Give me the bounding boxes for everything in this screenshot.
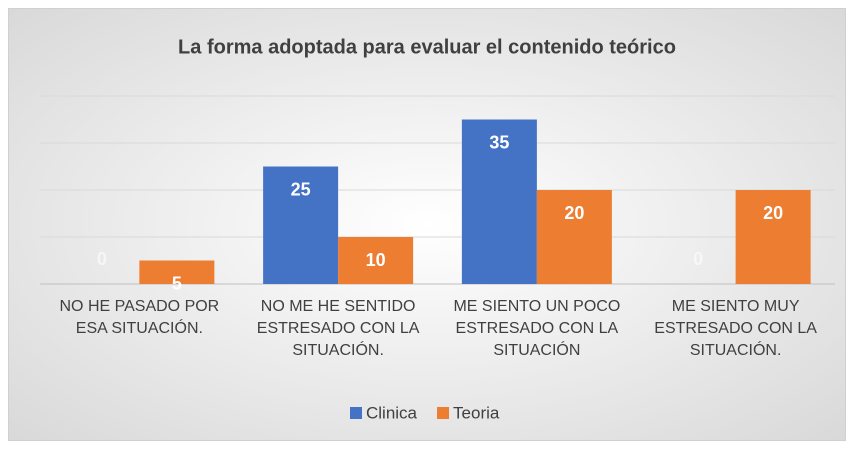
x-tick-label: NO HE PASADO POR ESA SITUACIÓN. bbox=[59, 298, 220, 337]
x-tick-label: ME SIENTO UN POCO ESTRESADO CON LA SITUA… bbox=[453, 298, 621, 359]
data-label: 25 bbox=[291, 179, 311, 199]
chart-title: La forma adoptada para evaluar el conten… bbox=[178, 36, 676, 58]
data-label: 35 bbox=[489, 132, 509, 152]
data-label: 5 bbox=[172, 273, 182, 293]
data-label: 20 bbox=[763, 203, 783, 223]
chart-area bbox=[8, 8, 846, 441]
bar bbox=[536, 190, 612, 284]
bar bbox=[263, 166, 339, 284]
bar bbox=[461, 119, 537, 284]
bar bbox=[139, 260, 215, 284]
data-label: 10 bbox=[366, 250, 386, 270]
x-tick-label: NO ME HE SENTIDO ESTRESADO CON LA SITUAC… bbox=[256, 298, 420, 359]
data-label: 0 bbox=[693, 249, 703, 269]
data-label: 20 bbox=[564, 203, 584, 223]
legend-label: Clinica bbox=[366, 403, 418, 422]
x-tick-label: ME SIENTO MUY ESTRESADO CON LA SITUACIÓN… bbox=[654, 298, 817, 359]
legend-swatch bbox=[350, 407, 362, 419]
bar bbox=[338, 237, 414, 284]
legend-swatch bbox=[437, 407, 450, 419]
bar bbox=[735, 190, 811, 284]
legend-label: Teoria bbox=[453, 403, 500, 422]
data-label: 0 bbox=[97, 249, 107, 269]
